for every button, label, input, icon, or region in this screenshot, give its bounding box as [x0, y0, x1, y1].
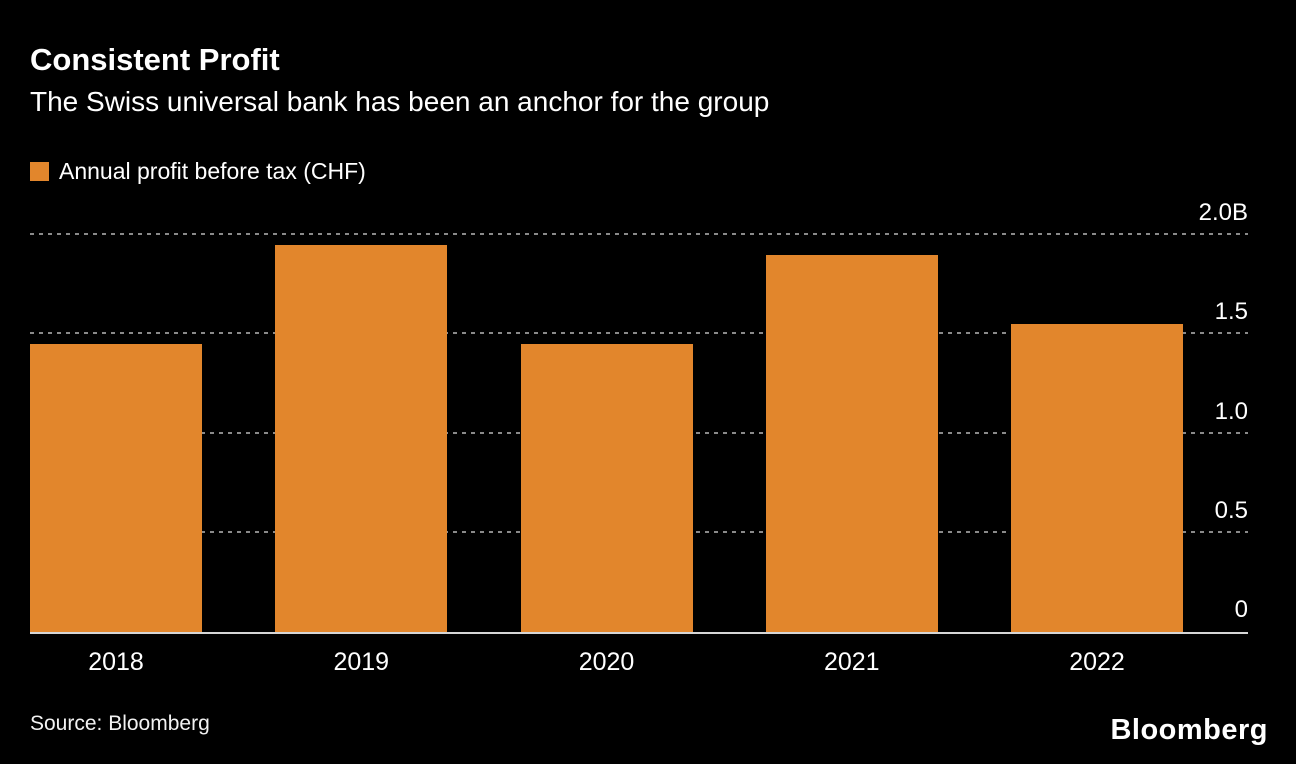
x-axis-line — [30, 632, 1248, 634]
y-tick-label: 0.5 — [1214, 496, 1248, 524]
legend-swatch-icon — [30, 162, 49, 181]
x-label-2020: 2020 — [578, 648, 635, 676]
bar-2020 — [520, 344, 693, 632]
y-tick-label: 0 — [1234, 596, 1248, 623]
gridline — [30, 233, 1248, 235]
x-label-2018: 2018 — [88, 648, 144, 676]
bar-2019 — [275, 244, 448, 632]
y-tick-label: 1.5 — [1214, 298, 1248, 326]
x-label-2022: 2022 — [1069, 648, 1125, 676]
x-label-2019: 2019 — [333, 648, 390, 676]
bars — [30, 235, 1183, 632]
gridline — [30, 332, 1248, 335]
bar-chart: 0 0.5 1.0 1.5 2.0B 2018 2019 2020 2021 2022 — [30, 201, 1248, 676]
y-tick-label: 1.0 — [1214, 397, 1248, 425]
bloomberg-logo: Bloomberg — [1110, 714, 1268, 746]
x-label-2021: 2021 — [823, 648, 880, 676]
x-axis-labels: 2018 2019 2020 2021 2022 — [30, 648, 1183, 677]
bar-2018 — [30, 344, 202, 632]
chart-title: Consistent Profit — [30, 42, 280, 77]
y-tick-label: 2.0B — [1198, 199, 1248, 226]
source-note: Source: Bloomberg — [30, 712, 210, 735]
bar-2021 — [765, 254, 938, 632]
legend-label: Annual profit before tax (CHF) — [59, 158, 366, 184]
bar-2022 — [1011, 324, 1183, 632]
legend: Annual profit before tax (CHF) — [30, 158, 366, 185]
chart-subtitle: The Swiss universal bank has been an anc… — [30, 86, 770, 117]
y-axis-labels: 0 0.5 1.0 1.5 2.0B — [30, 201, 1248, 632]
